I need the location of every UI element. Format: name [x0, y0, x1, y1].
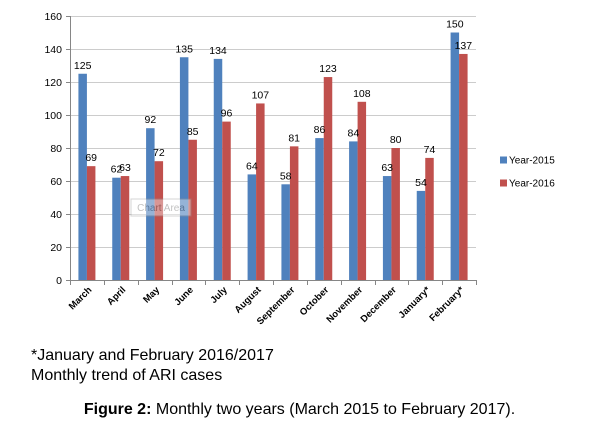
x-tick-label-february: February*	[427, 284, 466, 323]
bar-chart: 0 20 40 60 80 100 120 140 160 March April May June Ju…	[44, 11, 555, 327]
footnote-asterisk: *January and February 2016/2017	[31, 347, 274, 364]
data-label-year-2016-april: 63	[119, 162, 131, 174]
figure-caption: Figure 2: Monthly two years (March 2015 …	[0, 400, 599, 420]
data-label-year-2015-april: 62	[111, 164, 123, 176]
data-label-year-2015-january: 54	[415, 177, 427, 189]
y-tick-label-60: 60	[50, 176, 62, 188]
bar-year-2015-july	[213, 58, 223, 281]
data-label-year-2015-december: 63	[381, 162, 393, 174]
bar-year-2016-august	[256, 103, 265, 280]
x-tick-label-may: May	[141, 284, 162, 305]
bar-year-2016-december	[391, 148, 400, 280]
y-tick-label-20: 20	[50, 242, 62, 254]
legend-label-year-2015: Year-2015	[509, 156, 555, 167]
x-tick-label-november: November	[324, 284, 365, 325]
bar-year-2016-march	[86, 166, 96, 280]
data-label-year-2016-january: 74	[424, 144, 436, 156]
bar-year-2016-november	[357, 101, 367, 280]
y-tick-label-80: 80	[50, 143, 62, 155]
x-tick-label-august: August	[233, 284, 265, 316]
data-label-year-2016-september: 81	[288, 132, 300, 144]
figure-label: Figure 2:	[83, 401, 152, 418]
figure-caption-text: Monthly two years (March 2015 to Februar…	[155, 401, 516, 418]
bar-year-2015-may	[146, 128, 155, 280]
tooltip-box	[130, 198, 192, 217]
legend-label-year-2016: Year-2016	[509, 179, 555, 190]
data-label-year-2015-july: 134	[209, 45, 227, 57]
y-tick-label-120: 120	[44, 77, 62, 89]
legend-swatch-year-2015	[500, 156, 507, 164]
bars	[78, 32, 468, 281]
data-label-year-2016-november: 108	[353, 88, 371, 100]
gridlines	[70, 16, 476, 248]
data-labels: 125 62 92 135 134 64 58 86 84 63 54 150 69 63 72 85 96 10…	[74, 19, 472, 189]
data-label-year-2015-november: 84	[347, 127, 359, 139]
bar-year-2015-august	[247, 174, 257, 280]
data-label-year-2016-july: 96	[221, 108, 233, 120]
bar-year-2015-january	[416, 190, 426, 280]
legend-swatch-year-2016	[500, 179, 507, 187]
footnotes: *January and February 2016/2017 Monthly …	[31, 346, 274, 386]
data-label-year-2015-august: 64	[246, 160, 258, 172]
x-tick-label-april: April	[105, 285, 128, 308]
y-tick-label-0: 0	[56, 275, 62, 287]
bar-year-2016-may	[154, 161, 164, 280]
bar-year-2016-october	[323, 77, 333, 280]
bar-year-2015-june	[179, 57, 189, 280]
footnote-description: Monthly trend of ARI cases	[31, 367, 223, 384]
data-label-year-2015-october: 86	[314, 124, 326, 136]
data-label-year-2015-june: 135	[175, 43, 193, 55]
data-label-year-2016-august: 107	[252, 89, 270, 101]
chart-area-tooltip: Chart Area	[130, 198, 192, 217]
bar-year-2016-january	[425, 157, 434, 280]
data-label-year-2015-september: 58	[280, 170, 292, 182]
data-label-year-2016-february: 137	[455, 40, 473, 52]
bar-year-2015-april	[112, 177, 121, 280]
bar-year-2016-september	[289, 146, 299, 280]
x-tick-label-june: June	[172, 285, 195, 308]
legend: Year-2015 Year-2016	[500, 156, 555, 190]
bar-year-2015-october	[315, 138, 324, 280]
bar-year-2016-april	[120, 176, 130, 280]
data-label-year-2015-march: 125	[74, 60, 92, 72]
data-label-year-2016-may: 72	[153, 147, 165, 159]
y-tick-label-100: 100	[44, 110, 62, 122]
bar-year-2015-september	[281, 184, 290, 280]
data-label-year-2015-february: 150	[446, 19, 464, 31]
y-tick-label-160: 160	[44, 11, 62, 23]
bar-year-2016-june	[188, 139, 197, 280]
bar-year-2015-november	[349, 141, 358, 280]
bar-year-2015-february	[450, 32, 460, 280]
bar-year-2016-july	[222, 121, 231, 280]
bar-year-2016-february	[459, 53, 468, 281]
bar-year-2015-december	[382, 176, 392, 280]
x-tick-label-july: July	[208, 284, 230, 306]
x-tick-label-december: December	[359, 284, 399, 324]
data-label-year-2015-may: 92	[144, 114, 156, 126]
bar-year-2015-march	[78, 73, 87, 280]
data-label-year-2016-october: 123	[319, 63, 337, 75]
y-tick-label-40: 40	[50, 209, 62, 221]
data-label-year-2016-march: 69	[85, 152, 97, 164]
x-tick-label-october: October	[298, 284, 332, 318]
x-tick-label-march: March	[67, 285, 95, 313]
data-label-year-2016-december: 80	[390, 134, 402, 146]
tooltip-text: Chart Area	[137, 203, 185, 214]
y-tick-label-140: 140	[44, 44, 62, 56]
data-label-year-2016-june: 85	[187, 126, 199, 138]
